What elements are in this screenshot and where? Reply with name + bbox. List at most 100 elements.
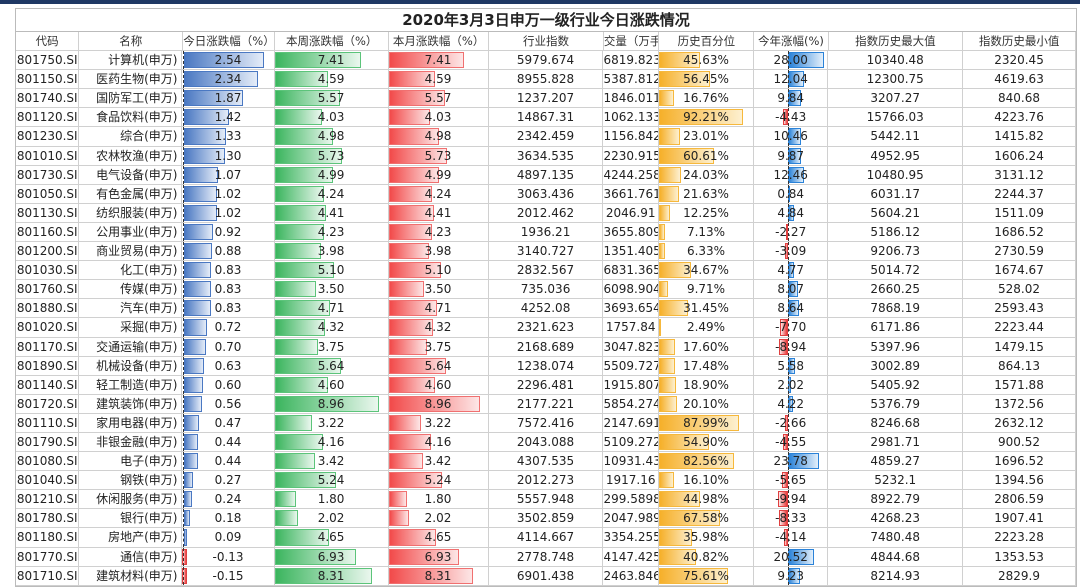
cell-value: 国防军工(申万) [96, 91, 178, 106]
table-row: 801170.SI 交通运输(申万) 0.70 3.75 3.75 2168.689 304… [16, 337, 1076, 357]
cell-value: 计算机(申万) [108, 53, 178, 68]
cell-min: 1907.41 [963, 509, 1076, 528]
cell-value: 2223.44 [994, 320, 1044, 335]
cell-min: 900.52 [963, 432, 1076, 452]
cell-value: 4.24 [317, 186, 345, 201]
zero-axis [183, 509, 185, 528]
data-bar [783, 433, 789, 451]
cell-value: 4.99 [317, 167, 345, 182]
cell-week: 5.64 [274, 356, 389, 375]
cell-pct: 17.60% [658, 337, 755, 356]
table-row: 801030.SI 化工(申万) 0.83 5.10 5.10 2832.567 6831.… [16, 261, 1076, 281]
zero-axis [788, 547, 790, 566]
cell-name: 钢铁(申万) [79, 471, 183, 490]
cell-value: -7.70 [775, 320, 807, 335]
cell-value: 60.61% [683, 148, 729, 163]
data-bar [777, 491, 789, 508]
cell-month: 5.73 [388, 146, 489, 165]
cell-max: 3207.27 [828, 89, 964, 108]
cell-value: 3131.12 [994, 167, 1044, 182]
zero-axis [183, 127, 185, 146]
cell-value: 公用事业(申万) [96, 224, 178, 239]
cell-name: 房地产(申万) [79, 528, 183, 547]
cell-value: 7.13% [686, 224, 726, 239]
cell-vol: 299.5898 [603, 490, 659, 509]
table-body: 801750.SI 计算机(申万) 2.54 7.41 7.41 5979.674 6819… [16, 51, 1076, 586]
cell-today: 0.27 [182, 471, 275, 490]
data-bar [184, 510, 191, 527]
cell-week: 4.03 [274, 108, 389, 127]
cell-name: 休闲服务(申万) [79, 490, 183, 509]
cell-vol: 3655.809 [603, 222, 659, 242]
cell-value: 6901.438 [516, 568, 575, 583]
cell-value: 6.93 [317, 549, 345, 564]
cell-value: 12300.75 [866, 72, 924, 87]
cell-value: 10931.43 [603, 454, 659, 469]
data-bar [658, 52, 701, 69]
data-bar [274, 71, 329, 88]
cell-value: 92.21% [683, 110, 729, 125]
cell-pct: 17.48% [658, 356, 755, 375]
cell-name: 有色金属(申万) [79, 184, 183, 203]
data-bar [658, 472, 674, 489]
cell-value: 75.61% [683, 568, 729, 583]
cell-min: 1686.52 [963, 222, 1076, 242]
data-bar [658, 414, 740, 431]
data-bar [658, 128, 680, 145]
cell-value: 3.75 [424, 339, 452, 354]
cell-today: 0.60 [182, 375, 275, 394]
cell-value: 0.88 [214, 244, 242, 259]
cell-today: 0.47 [182, 413, 275, 432]
cell-vol: 2463.846 [603, 566, 659, 585]
data-bar [388, 204, 434, 221]
cell-code: 801160.SI [16, 222, 80, 242]
cell-max: 6171.86 [828, 318, 964, 337]
cell-code: 801780.SI [16, 509, 80, 528]
cell-pct: 6.33% [658, 242, 755, 261]
cell-index: 7572.416 [489, 413, 604, 432]
table-row: 801790.SI 非银金融(申万) 0.44 4.16 4.16 2043.088 510… [16, 432, 1076, 453]
cell-value: 28.00 [773, 53, 808, 68]
data-bar [274, 300, 330, 317]
cell-value: 4.03 [424, 110, 452, 125]
cell-week: 4.65 [274, 528, 389, 547]
cell-code: 801050.SI [16, 184, 80, 203]
cell-index: 5557.948 [489, 490, 604, 509]
data-bar [658, 90, 675, 107]
cell-pct: 45.63% [658, 51, 755, 70]
cell-value: 4.77 [777, 263, 805, 278]
cell-value: 2012.273 [516, 473, 575, 488]
cell-value: 1674.67 [994, 263, 1044, 278]
cell-max: 5604.21 [828, 203, 964, 222]
zero-axis [183, 280, 185, 299]
cell-today: 0.63 [182, 356, 275, 375]
data-bar [388, 319, 433, 336]
cell-value: 1372.56 [994, 396, 1044, 411]
cell-value: 8214.93 [870, 568, 921, 583]
data-bar [388, 243, 430, 260]
cell-value: 4952.95 [870, 148, 921, 163]
table-row: 801890.SI 机械设备(申万) 0.63 5.64 5.64 1238.074 550… [16, 356, 1076, 376]
cell-max: 12300.75 [828, 70, 964, 89]
column-header-max: 指数历史最大值 [829, 32, 964, 51]
cell-value: 9.84 [777, 91, 805, 106]
cell-index: 3634.535 [489, 146, 604, 165]
cell-value: 农林牧渔(申万) [96, 148, 178, 163]
cell-value: 9.23 [777, 568, 805, 583]
data-bar [184, 472, 193, 489]
cell-value: 10340.48 [866, 53, 924, 68]
column-header-today: 今日涨跌幅（%） [183, 32, 276, 51]
cell-pct: 20.10% [658, 394, 755, 413]
cell-code: 801140.SI [16, 375, 80, 394]
cell-pct: 31.45% [658, 299, 755, 318]
cell-today: 0.83 [182, 299, 275, 318]
data-bar [388, 185, 432, 202]
cell-value: 4.23 [317, 224, 345, 239]
data-bar [274, 510, 299, 527]
zero-axis [788, 184, 790, 203]
cell-value: 5.57 [424, 91, 452, 106]
cell-value: 3.22 [424, 415, 452, 430]
zero-axis [788, 70, 790, 89]
zero-axis [788, 280, 790, 299]
cell-value: 1.33 [214, 129, 242, 144]
